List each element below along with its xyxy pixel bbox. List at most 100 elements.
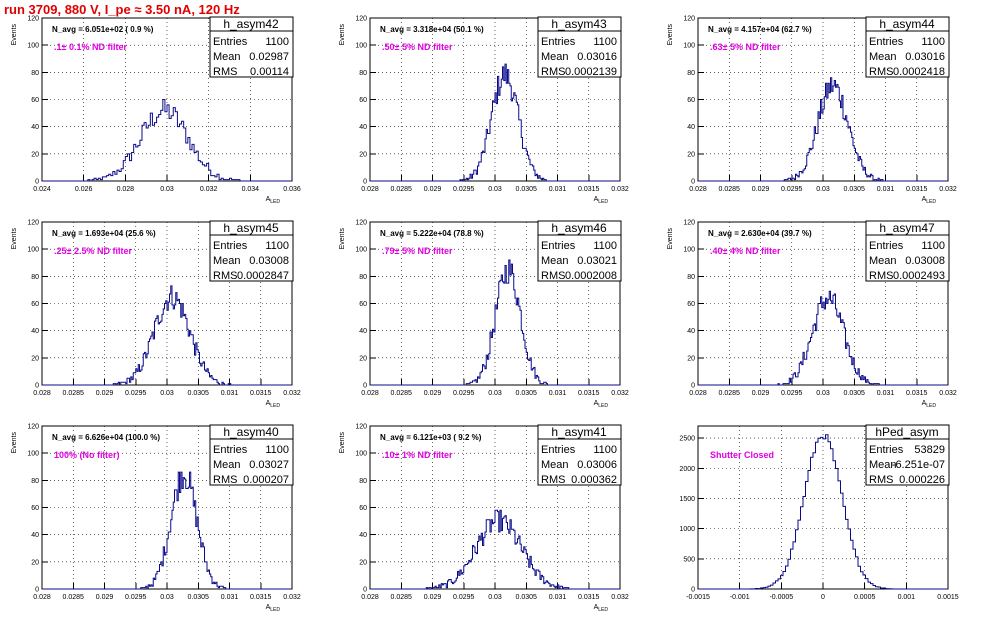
stats-value: 0.0002139 bbox=[565, 66, 617, 78]
x-tick-label: 0.029 bbox=[96, 594, 114, 601]
y-tick-label: 100 bbox=[355, 247, 367, 254]
histogram-panel-hPed_asym: -0.0015 -0.001 -0.0005 0 0.0005 0.001 0.0015 0 5… bbox=[679, 424, 959, 601]
y-tick-label: 80 bbox=[31, 478, 39, 485]
x-tick-label: 0.024 bbox=[33, 186, 51, 193]
y-tick-label: 80 bbox=[687, 274, 695, 281]
stats-value: 1100 bbox=[921, 240, 945, 252]
stats-value: 1100 bbox=[265, 240, 289, 252]
stats-key: RMS bbox=[213, 270, 237, 282]
x-tick-label: 0.0015 bbox=[937, 594, 959, 601]
x-tick-label: 0.031 bbox=[877, 390, 895, 397]
stats-box-frame bbox=[537, 424, 622, 486]
x-tick-label: 0.0305 bbox=[516, 594, 538, 601]
x-tick-label: 0.0295 bbox=[125, 390, 147, 397]
y-tick-label: 80 bbox=[359, 274, 367, 281]
x-tick-label: 0.0315 bbox=[906, 390, 928, 397]
histogram-panel-h_asym43: 0.028 0.0285 0.029 0.0295 0.03 0.0305 0.031 0.0… bbox=[339, 16, 629, 206]
y-tick-label: 40 bbox=[359, 328, 367, 335]
x-axis-title: ALED bbox=[266, 400, 281, 409]
histogram-series bbox=[698, 77, 948, 182]
x-tick-label: 0.036 bbox=[283, 186, 301, 193]
stats-key: Mean bbox=[541, 459, 569, 471]
x-tick-label: 0.032 bbox=[611, 594, 629, 601]
histogram-name: h_asym47 bbox=[879, 221, 935, 235]
stats-value: 1100 bbox=[593, 444, 617, 456]
x-tick-label: 0.032 bbox=[611, 390, 629, 397]
histogram-series bbox=[42, 99, 292, 182]
x-tick-label: 0.0295 bbox=[125, 594, 147, 601]
y-tick-label: 80 bbox=[687, 70, 695, 77]
x-tick-label: 0.0295 bbox=[453, 186, 475, 193]
x-tick-label: 0.032 bbox=[283, 390, 301, 397]
y-tick-label: 40 bbox=[359, 532, 367, 539]
stats-key: Entries bbox=[541, 36, 576, 48]
filter-label: .25± 2.5% ND filter bbox=[54, 246, 132, 256]
y-tick-label: 120 bbox=[355, 424, 367, 431]
x-tick-label: 0.029 bbox=[96, 390, 114, 397]
x-tick-label: 0.0285 bbox=[63, 594, 85, 601]
y-tick-label: 0 bbox=[363, 383, 367, 390]
x-tick-label: 0.0315 bbox=[250, 390, 272, 397]
stats-key: Entries bbox=[541, 444, 576, 456]
y-tick-label: 100 bbox=[683, 247, 695, 254]
y-tick-label: 1000 bbox=[679, 526, 695, 533]
stats-value: 0.000207 bbox=[243, 474, 289, 486]
x-tick-label: 0 bbox=[821, 594, 825, 601]
x-tick-label: 0.0285 bbox=[391, 390, 413, 397]
x-axis-title: ALED bbox=[594, 604, 609, 613]
filter-label: 100% (No filter) bbox=[54, 450, 120, 460]
y-axis-title: Events bbox=[11, 228, 18, 250]
stats-key: RMS bbox=[541, 66, 565, 78]
x-tick-label: 0.0285 bbox=[719, 390, 741, 397]
x-tick-label: 0.0285 bbox=[391, 186, 413, 193]
y-tick-label: 20 bbox=[359, 151, 367, 158]
navg-label: N_avg = 2.630e+04 (39.7 %) bbox=[708, 229, 812, 238]
stats-key: Entries bbox=[213, 240, 248, 252]
y-tick-label: 60 bbox=[359, 301, 367, 308]
x-tick-label: -0.0005 bbox=[769, 594, 793, 601]
x-tick-label: 0.032 bbox=[939, 186, 957, 193]
x-tick-label: -0.001 bbox=[730, 594, 750, 601]
x-tick-label: 0.028 bbox=[689, 186, 707, 193]
stats-key: Mean bbox=[869, 255, 897, 267]
y-tick-label: 20 bbox=[31, 559, 39, 566]
x-tick-label: 0.0315 bbox=[578, 390, 600, 397]
histogram-name: h_asym40 bbox=[223, 425, 279, 439]
x-tick-label: 0.029 bbox=[424, 186, 442, 193]
x-tick-label: 0.028 bbox=[117, 186, 135, 193]
y-tick-label: 40 bbox=[359, 124, 367, 131]
histogram-panel-h_asym44: 0.028 0.0285 0.029 0.0295 0.03 0.0305 0.031 0.0… bbox=[667, 16, 957, 206]
stats-box: h_asym47 Entries 1100 Mean 0.03008 RMS 0.00024… bbox=[865, 220, 950, 282]
stats-value: 0.03016 bbox=[905, 51, 945, 63]
stats-key: RMS bbox=[541, 270, 565, 282]
stats-box-frame bbox=[209, 16, 294, 78]
stats-key: RMS bbox=[869, 66, 893, 78]
stats-value: 0.00114 bbox=[250, 66, 289, 78]
x-tick-label: 0.031 bbox=[221, 594, 239, 601]
x-tick-label: 0.001 bbox=[898, 594, 916, 601]
y-tick-label: 2000 bbox=[679, 466, 695, 473]
stats-box: h_asym44 Entries 1100 Mean 0.03016 RMS 0.00024… bbox=[865, 16, 950, 78]
filter-label: .79± 5% ND filter bbox=[382, 246, 453, 256]
x-tick-label: 0.03 bbox=[816, 186, 830, 193]
stats-value: 0.03021 bbox=[577, 255, 617, 267]
navg-label: N_avg = 3.318e+04 (50.1 %) bbox=[380, 25, 484, 34]
y-axis-title: Events bbox=[11, 24, 18, 46]
stats-value: 0.0002493 bbox=[893, 270, 945, 282]
stats-key: Entries bbox=[869, 36, 904, 48]
y-tick-label: 60 bbox=[31, 97, 39, 104]
stats-box-frame bbox=[537, 220, 622, 282]
x-tick-label: 0.032 bbox=[939, 390, 957, 397]
histogram-name: h_asym45 bbox=[223, 221, 279, 235]
stats-value: 53829 bbox=[914, 444, 945, 456]
filter-label: .1± 0.1% ND filter bbox=[54, 42, 127, 52]
stats-key: Entries bbox=[869, 444, 904, 456]
y-tick-label: 120 bbox=[683, 16, 695, 23]
navg-label: N_avg = 5.222e+04 (78.8 %) bbox=[380, 229, 484, 238]
histogram-series bbox=[698, 290, 948, 386]
stats-box: h_asym41 Entries 1100 Mean 0.03006 RMS 0.00036… bbox=[537, 424, 622, 486]
x-tick-label: 0.03 bbox=[160, 594, 174, 601]
histogram-series bbox=[370, 509, 620, 590]
stats-value: 0.0002847 bbox=[237, 270, 289, 282]
